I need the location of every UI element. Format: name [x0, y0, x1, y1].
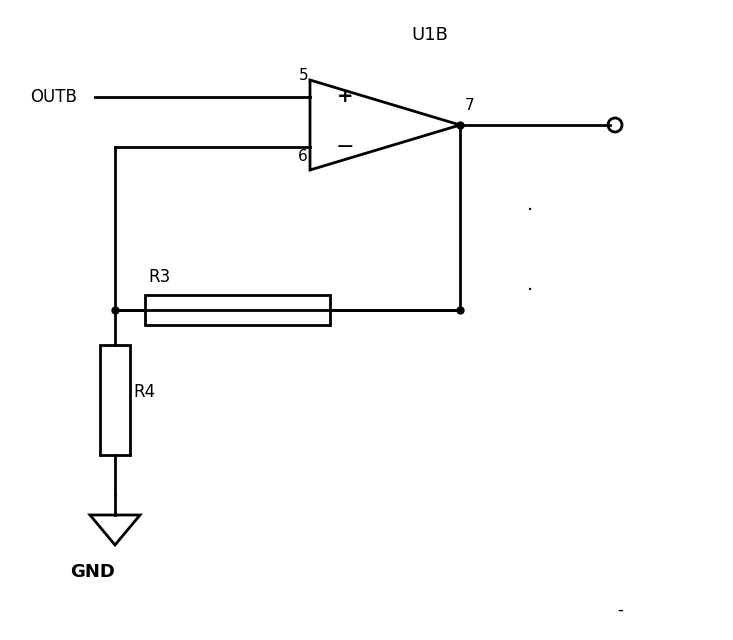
Text: 7: 7 — [465, 98, 475, 113]
Text: 6: 6 — [298, 149, 308, 164]
Text: +: + — [336, 88, 353, 106]
Text: .: . — [527, 275, 533, 294]
Text: U1B: U1B — [411, 26, 449, 44]
Text: OUTB: OUTB — [30, 88, 77, 106]
Text: R3: R3 — [148, 268, 170, 286]
Bar — [145, 295, 330, 325]
Text: −: − — [336, 137, 354, 157]
Text: R4: R4 — [133, 383, 155, 401]
Text: .: . — [527, 195, 533, 214]
Text: -: - — [617, 601, 623, 619]
Text: GND: GND — [70, 563, 115, 581]
Text: 5: 5 — [298, 68, 308, 83]
Bar — [100, 345, 130, 455]
